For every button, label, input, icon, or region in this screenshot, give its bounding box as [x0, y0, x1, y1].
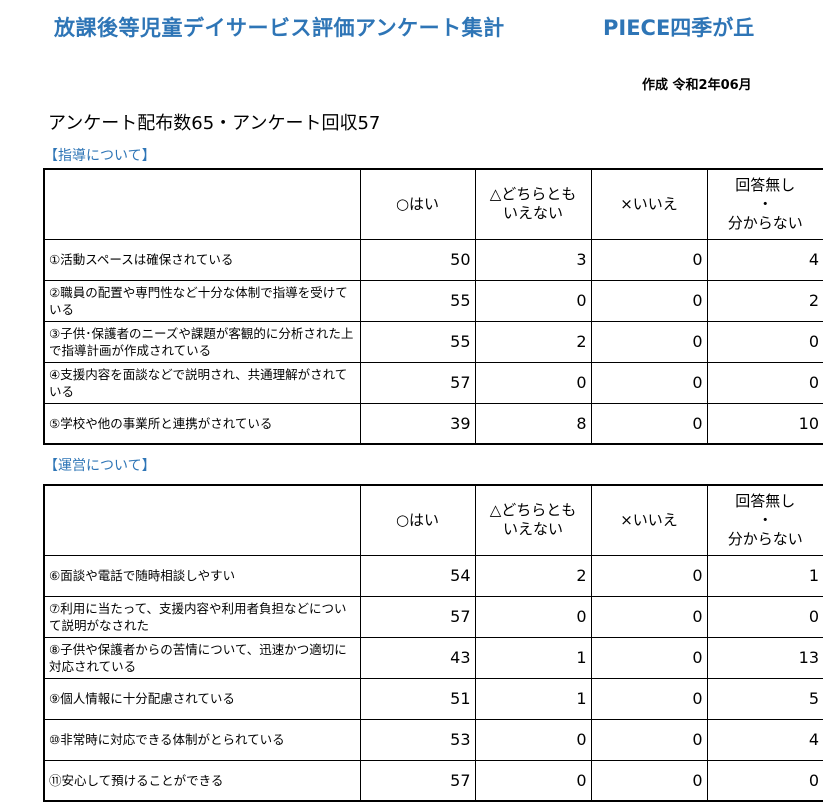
count-cell: 4: [706, 718, 823, 761]
table-row: ①活動スペースは確保されている 50 3 0 4: [43, 238, 823, 281]
column-header: ×いいえ: [590, 484, 708, 556]
column-header: △どちらとも いえない: [474, 484, 592, 556]
count-cell: 0: [590, 759, 708, 802]
question-cell: ②職員の配置や専門性など十分な体制で指導を受けている: [43, 279, 361, 322]
count-cell: 0: [590, 718, 708, 761]
column-header: ○はい: [359, 168, 476, 240]
question-cell: ⑧子供や保護者からの苦情について、迅速かつ適切に対応されている: [43, 636, 361, 679]
count-cell: 8: [474, 402, 592, 445]
header-question: [43, 484, 361, 556]
count-cell: 53: [359, 718, 476, 761]
count-cell: 0: [590, 279, 708, 322]
count-cell: 13: [706, 636, 823, 679]
count-cell: 2: [474, 554, 592, 597]
question-cell: ①活動スペースは確保されている: [43, 238, 361, 281]
question-cell: ⑪安心して預けることができる: [43, 759, 361, 802]
operation-table: ○はい △どちらとも いえない ×いいえ 回答無し・分からない ⑥面談や電話で随時相談しや…: [43, 484, 823, 802]
question-cell: ⑦利用に当たって、支援内容や利用者負担などについて説明がなされた: [43, 595, 361, 638]
header-row: ○はい △どちらとも いえない ×いいえ 回答無し・分からない: [43, 484, 823, 556]
count-cell: 2: [474, 320, 592, 363]
column-header: ○はい: [359, 484, 476, 556]
count-cell: 0: [706, 361, 823, 404]
table-row: ⑩非常時に対応できる体制がとられている 53 0 0 4: [43, 718, 823, 761]
count-cell: 0: [706, 759, 823, 802]
table-row: ⑥面談や電話で随時相談しやすい 54 2 0 1: [43, 554, 823, 597]
count-cell: 0: [474, 759, 592, 802]
table-row: ⑧子供や保護者からの苦情について、迅速かつ適切に対応されている 43 1 0 13: [43, 636, 823, 679]
count-cell: 55: [359, 279, 476, 322]
count-cell: 3: [474, 238, 592, 281]
table-row: ⑤学校や他の事業所と連携がされている 39 8 0 10: [43, 402, 823, 445]
count-cell: 39: [359, 402, 476, 445]
table-row: ③子供･保護者のニーズや課題が客観的に分析された上で指導計画が作成されている 55…: [43, 320, 823, 363]
section-label-operation: 【運営について】: [44, 458, 156, 474]
count-cell: 55: [359, 320, 476, 363]
count-cell: 0: [590, 238, 708, 281]
column-header: ×いいえ: [590, 168, 708, 240]
count-cell: 1: [474, 636, 592, 679]
count-cell: 4: [706, 238, 823, 281]
column-header: △どちらとも いえない: [474, 168, 592, 240]
survey-summary: アンケート配布数65・アンケート回収57: [48, 113, 381, 134]
count-cell: 0: [474, 279, 592, 322]
organization-name: PIECE四季が丘: [603, 16, 755, 40]
table-row: ②職員の配置や専門性など十分な体制で指導を受けている 55 0 0 2: [43, 279, 823, 322]
question-cell: ③子供･保護者のニーズや課題が客観的に分析された上で指導計画が作成されている: [43, 320, 361, 363]
count-cell: 0: [706, 595, 823, 638]
section-label-guidance: 【指導について】: [44, 148, 156, 164]
count-cell: 0: [474, 718, 592, 761]
count-cell: 0: [706, 320, 823, 363]
count-cell: 10: [706, 402, 823, 445]
count-cell: 57: [359, 595, 476, 638]
count-cell: 0: [474, 595, 592, 638]
question-cell: ④支援内容を面談などで説明され、共通理解がされている: [43, 361, 361, 404]
count-cell: 1: [706, 554, 823, 597]
guidance-table: ○はい △どちらとも いえない ×いいえ 回答無し・分からない ①活動スペースは確保されて…: [43, 168, 823, 445]
count-cell: 5: [706, 677, 823, 720]
column-header: 回答無し・分からない: [706, 168, 823, 240]
count-cell: 0: [590, 320, 708, 363]
count-cell: 0: [590, 554, 708, 597]
column-header: 回答無し・分からない: [706, 484, 823, 556]
count-cell: 0: [590, 677, 708, 720]
count-cell: 1: [474, 677, 592, 720]
count-cell: 43: [359, 636, 476, 679]
created-date: 作成 令和2年06月: [642, 78, 752, 93]
count-cell: 50: [359, 238, 476, 281]
count-cell: 0: [590, 361, 708, 404]
count-cell: 2: [706, 279, 823, 322]
question-cell: ⑨個人情報に十分配慮されている: [43, 677, 361, 720]
header-question: [43, 168, 361, 240]
count-cell: 57: [359, 759, 476, 802]
count-cell: 57: [359, 361, 476, 404]
count-cell: 54: [359, 554, 476, 597]
table-row: ⑨個人情報に十分配慮されている 51 1 0 5: [43, 677, 823, 720]
header-row: ○はい △どちらとも いえない ×いいえ 回答無し・分からない: [43, 168, 823, 240]
table-row: ④支援内容を面談などで説明され、共通理解がされている 57 0 0 0: [43, 361, 823, 404]
table-row: ⑪安心して預けることができる 57 0 0 0: [43, 759, 823, 802]
count-cell: 0: [590, 402, 708, 445]
question-cell: ⑤学校や他の事業所と連携がされている: [43, 402, 361, 445]
count-cell: 0: [590, 595, 708, 638]
table-row: ⑦利用に当たって、支援内容や利用者負担などについて説明がなされた 57 0 0 0: [43, 595, 823, 638]
page-title: 放課後等児童デイサービス評価アンケート集計: [54, 16, 505, 40]
count-cell: 0: [590, 636, 708, 679]
question-cell: ⑥面談や電話で随時相談しやすい: [43, 554, 361, 597]
count-cell: 0: [474, 361, 592, 404]
count-cell: 51: [359, 677, 476, 720]
question-cell: ⑩非常時に対応できる体制がとられている: [43, 718, 361, 761]
